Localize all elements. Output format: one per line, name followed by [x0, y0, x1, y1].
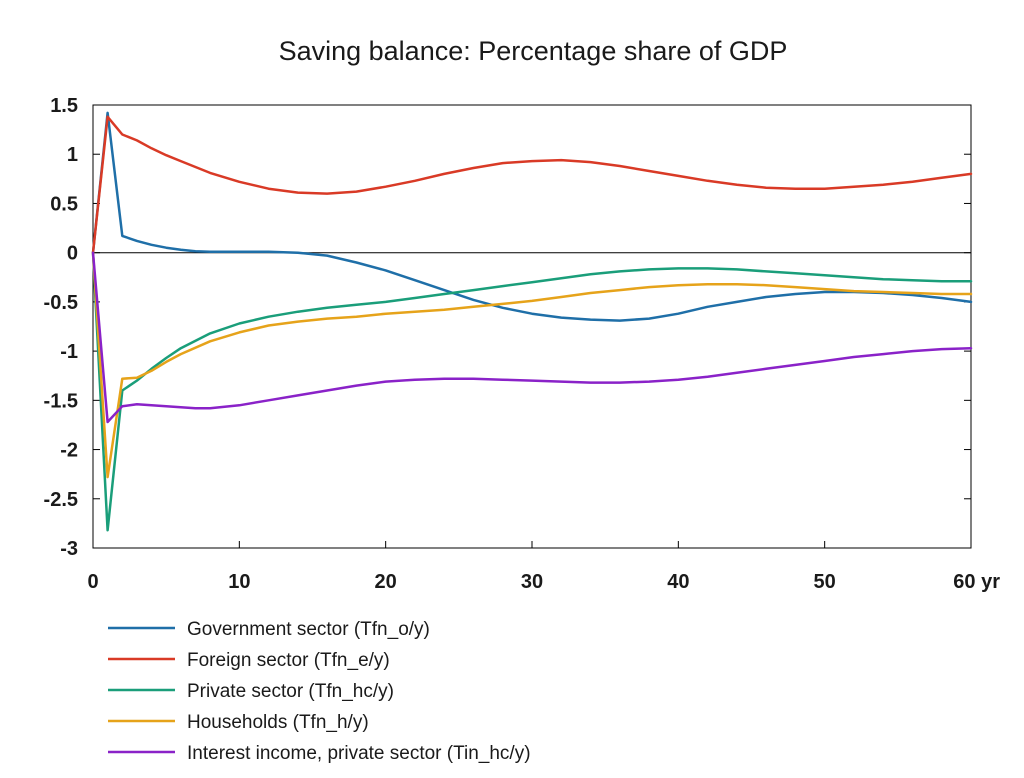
series-line: [91, 115, 973, 254]
y-tick-label: 1: [67, 144, 78, 166]
x-tick-label: 0: [87, 571, 98, 593]
series-line: [91, 251, 973, 532]
chart-title: Saving balance: Percentage share of GDP: [279, 36, 788, 66]
legend-entry: Interest income, private sector (Tin_hc/…: [187, 743, 531, 764]
y-tick-label: -3: [60, 538, 78, 560]
y-tick-label: 0.5: [50, 193, 78, 215]
series-line: [91, 251, 973, 479]
series-line: [91, 251, 973, 424]
legend-entry: Foreign sector (Tfn_e/y): [187, 650, 390, 671]
y-tick-label: -2.5: [44, 489, 78, 511]
x-tick-label: 10: [228, 571, 250, 593]
x-tick-label: 30: [521, 571, 543, 593]
y-tick-label: -1.5: [44, 390, 78, 412]
series-line: [91, 111, 973, 322]
legend-entry: Households (Tfn_h/y): [187, 712, 369, 733]
x-tick-label: 60 yr: [953, 571, 1000, 593]
x-axis-ticks: 0 10 20 30 40 50 60 yr: [87, 541, 1000, 593]
x-tick-label: 20: [375, 571, 397, 593]
y-tick-label: 0: [67, 243, 78, 265]
y-tick-label: -2: [60, 440, 78, 462]
x-tick-label: 50: [814, 571, 836, 593]
y-tick-label: 1.5: [50, 95, 78, 117]
legend-entry: Private sector (Tfn_hc/y): [187, 681, 394, 702]
plot-frame: [92, 104, 972, 549]
legend-entry: Government sector (Tfn_o/y): [187, 619, 430, 640]
y-tick-label: -0.5: [44, 292, 78, 314]
y-axis-ticks: 1.5 1 0.5 0 -0.5 -1 -1.5 -2 -2.5 -3: [44, 95, 971, 560]
legend: Government sector (Tfn_o/y) Foreign secto…: [108, 619, 531, 764]
x-tick-label: 40: [667, 571, 689, 593]
y-tick-label: -1: [60, 341, 78, 363]
series-lines: [91, 111, 973, 532]
